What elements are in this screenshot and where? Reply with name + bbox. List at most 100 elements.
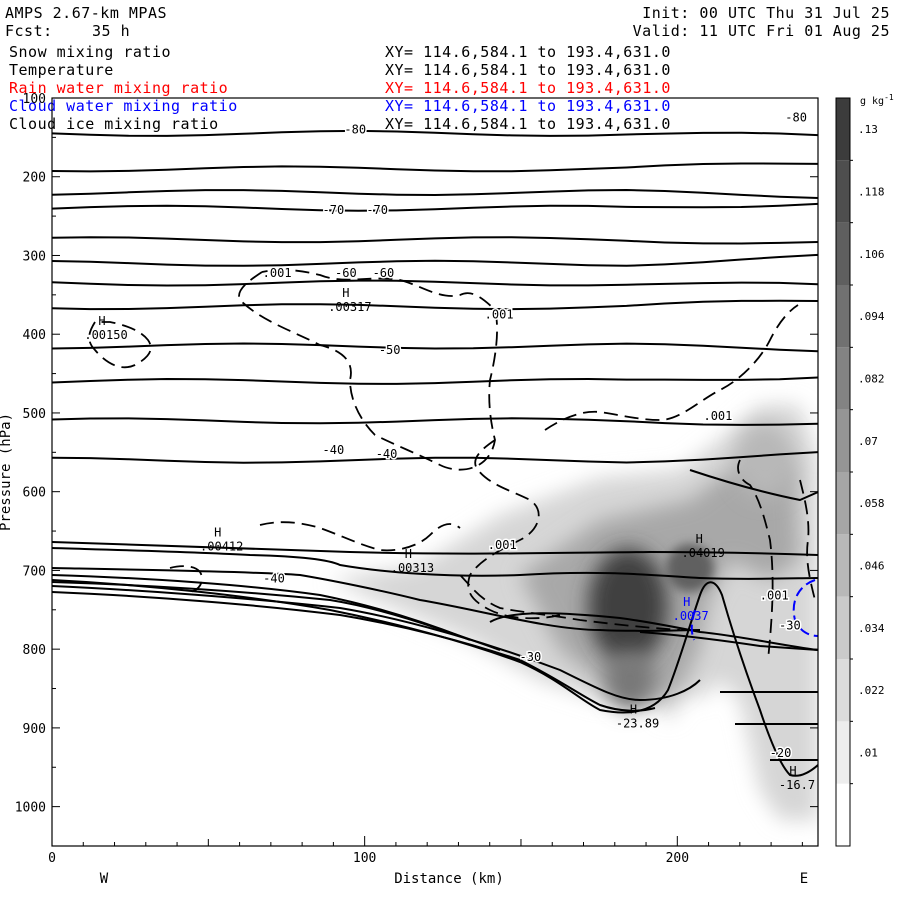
y-tick-label: 300 (23, 249, 46, 264)
extremum-symbol: H (342, 286, 349, 300)
isotherm-low-2 (52, 547, 818, 580)
contour-label: .001 (488, 538, 517, 552)
dashed-contour-upper (238, 268, 498, 471)
contour-label: .001 (485, 308, 514, 322)
field-xy-snow: XY= 114.6,584.1 to 193.4,631.0 (385, 43, 671, 61)
extremum-value: .00317 (328, 300, 371, 314)
isotherm-line (52, 236, 818, 245)
terrain-boundary (52, 579, 818, 777)
extremum-symbol: H (683, 595, 690, 609)
extremum-value: .04019 (682, 546, 725, 560)
colorbar-bin (836, 347, 850, 410)
colorbar-bin (836, 409, 850, 472)
field-name-cloud-water: Cloud water mixing ratio (9, 97, 238, 115)
contour-label: .001 (263, 266, 292, 280)
x-tick-label: 100 (353, 851, 376, 866)
cloud-water-contours (690, 579, 818, 641)
colorbar-label: .094 (858, 310, 885, 323)
colorbar-bin (836, 160, 850, 223)
x-axis-label: Distance (km) (394, 871, 504, 887)
extremum-symbol: H (789, 764, 796, 778)
colorbar: .01 .022 .034 .046 .058 .07 .082 .094 .106 .118 .1… (835, 97, 885, 847)
dashed-contour-low-band (459, 574, 681, 631)
extremum-value: -16.7 (779, 778, 815, 792)
mixing-ratio-contours (88, 268, 816, 661)
extremum-symbol: H (98, 314, 105, 328)
isotherm-low-1 (52, 541, 818, 556)
contour-label: -40 (323, 443, 345, 457)
direction-west: W (100, 871, 109, 887)
colorbar-bin (836, 721, 850, 784)
x-tick-label: 0 (48, 851, 56, 866)
contour-label: -70 (366, 203, 388, 217)
extremum-symbol: H (214, 526, 221, 540)
contour-label: -60 (373, 266, 395, 280)
contour-label: -30 (520, 650, 542, 664)
colorbar-bin (836, 98, 850, 161)
contour-label: .001 (760, 589, 789, 603)
colorbar-bin (836, 285, 850, 348)
cloud-water-contour-1 (690, 609, 696, 641)
colorbar-label: .046 (858, 560, 885, 573)
isotherm-line (52, 299, 818, 311)
colorbar-unit: g kg-1 (860, 93, 894, 107)
y-tick-label: 1000 (15, 801, 46, 816)
colorbar-label: .058 (858, 497, 885, 510)
plot-frame (51, 97, 819, 847)
colorbar-bin (836, 472, 850, 535)
y-tick-label: 500 (23, 407, 46, 422)
isotherm-low-5 (52, 581, 501, 651)
extremum-value: .00150 (84, 328, 127, 342)
field-xy-rain: XY= 114.6,584.1 to 193.4,631.0 (385, 79, 671, 97)
isotherm-low-4 (52, 574, 471, 641)
dashed-contour-right (544, 304, 799, 431)
colorbar-label: .13 (858, 123, 878, 136)
dashed-contour-right-core (737, 459, 774, 661)
mixing-ratio-shading (330, 405, 818, 820)
y-tick-label: 400 (23, 328, 46, 343)
extremum-symbol: H (630, 703, 637, 717)
contour-label: -80 (344, 122, 366, 136)
contour-label: -50 (379, 343, 401, 357)
extremum-symbol: H (405, 547, 412, 561)
isotherm-low-3 (52, 567, 701, 632)
contour-label: -60 (335, 266, 357, 280)
colorbar-label: .082 (858, 373, 885, 386)
y-tick-label: 700 (23, 564, 46, 579)
contour-label: .001 (703, 409, 732, 423)
field-name-cloud-ice: Cloud ice mixing ratio (9, 115, 219, 133)
colorbar-frame (835, 97, 851, 847)
isotherm-line (52, 451, 818, 464)
isotherm-line (52, 253, 818, 267)
isotherm-line (52, 342, 818, 353)
isotherm-line (52, 279, 818, 287)
shading-region-broad (330, 405, 818, 820)
dashed-contour-middle (467, 439, 561, 620)
colorbar-bin (836, 596, 850, 659)
y-tick-label: 800 (23, 643, 46, 658)
colorbar-label: .106 (858, 248, 885, 261)
forecast-label: Fcst: (5, 22, 53, 40)
field-name-snow: Snow mixing ratio (9, 43, 172, 61)
contour-labels: -80 -80 -70 -70 -60 -60 -50 -40 -40 -40 -30 -30 -20.… (84, 109, 815, 792)
dashed-contour-left-lower (259, 521, 461, 552)
extremum-symbol: H (696, 532, 703, 546)
colorbar-bin (836, 659, 850, 722)
colorbar-label: .034 (858, 622, 885, 635)
forecast-hours: 35 h (92, 22, 131, 40)
field-xy-cloud-water: XY= 114.6,584.1 to 193.4,631.0 (385, 97, 671, 115)
colorbar-label: .022 (858, 684, 885, 697)
isotherm-low-6 (52, 585, 701, 702)
colorbar-bin (836, 534, 850, 597)
colorbar-unit-exponent: -1 (884, 93, 894, 102)
distance-axis: 0 100 200 (48, 836, 803, 866)
dashed-contour-small-left (169, 565, 203, 593)
contour-label: -40 (376, 447, 398, 461)
contour-label: -30 (779, 619, 801, 633)
contour-label: -70 (323, 203, 345, 217)
shading-region-mid (520, 450, 800, 700)
y-tick-label: 900 (23, 722, 46, 737)
isotherm-line (52, 188, 818, 199)
isotherm-line (52, 417, 818, 426)
